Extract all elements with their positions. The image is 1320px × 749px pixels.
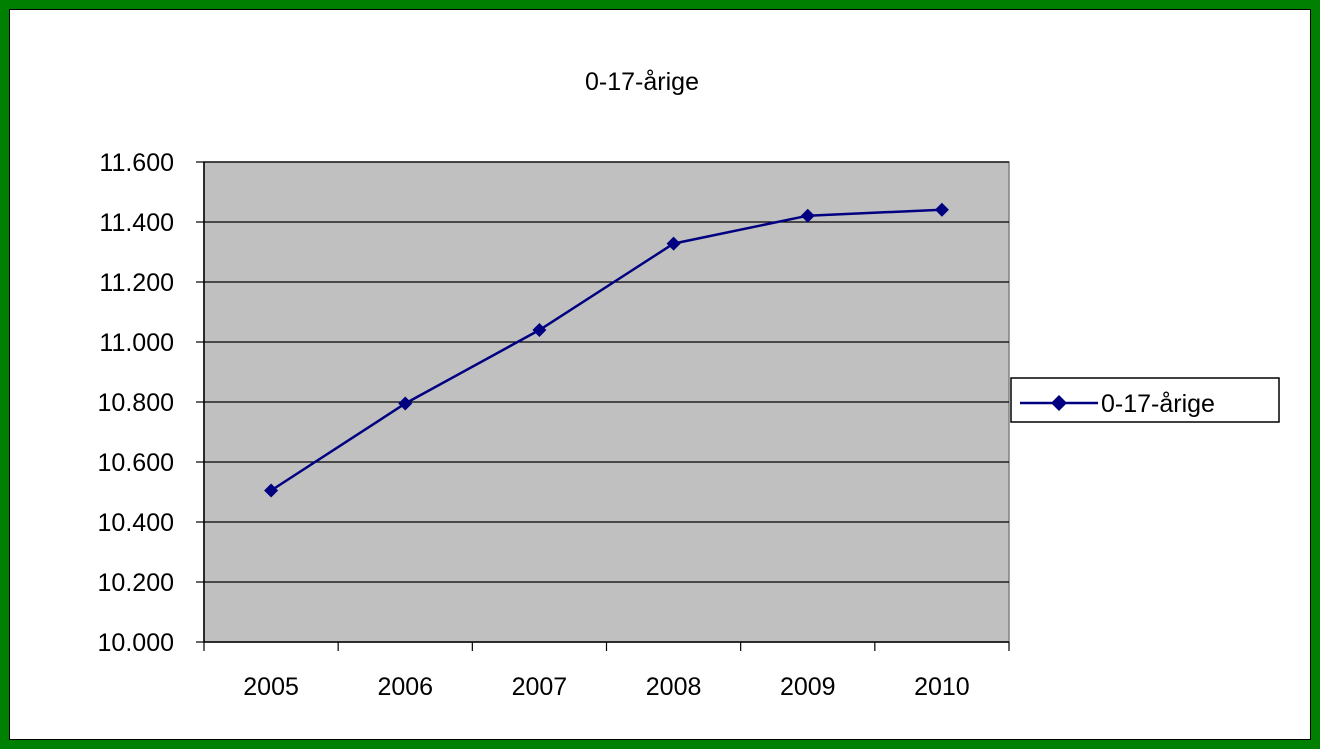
y-tick-label: 11.400	[99, 209, 174, 237]
y-tick-label: 10.400	[98, 509, 174, 537]
y-tick-label: 10.000	[98, 629, 174, 657]
y-tick-label: 10.800	[98, 389, 174, 417]
y-tick-label: 11.000	[99, 329, 174, 357]
line-chart: 0-17-årige 10.000 10.200 10.400 10.600 10.80…	[98, 68, 1280, 701]
y-tick-label: 11.200	[99, 269, 174, 297]
y-tick-label: 10.200	[98, 569, 174, 597]
x-tick-label: 2007	[512, 673, 568, 701]
y-tick-label: 10.600	[98, 449, 174, 477]
chart-title: 0-17-årige	[585, 68, 699, 96]
legend: 0-17-årige	[1010, 377, 1280, 423]
x-tick-label: 2005	[243, 673, 299, 701]
data-point	[398, 396, 413, 411]
x-tick-label: 2008	[646, 673, 702, 701]
y-tick-label: 11.600	[99, 149, 174, 177]
x-tick-label: 2009	[780, 673, 836, 701]
plot-area: 10.000 10.200 10.400 10.600 10.800 11.000 11.2…	[98, 149, 1010, 701]
data-point	[264, 483, 279, 498]
legend-label: 0-17-årige	[1101, 390, 1215, 418]
data-point	[532, 323, 547, 337]
chart-area: 0-17-årige 10.000 10.200 10.400 10.600 10.80…	[9, 9, 1311, 740]
x-tick-label: 2010	[914, 673, 970, 701]
legend-marker	[1051, 395, 1067, 411]
data-point	[934, 202, 949, 217]
data-point	[666, 236, 681, 251]
series-line	[270, 208, 942, 492]
x-tick-label: 2006	[377, 673, 433, 701]
data-point	[800, 208, 815, 223]
